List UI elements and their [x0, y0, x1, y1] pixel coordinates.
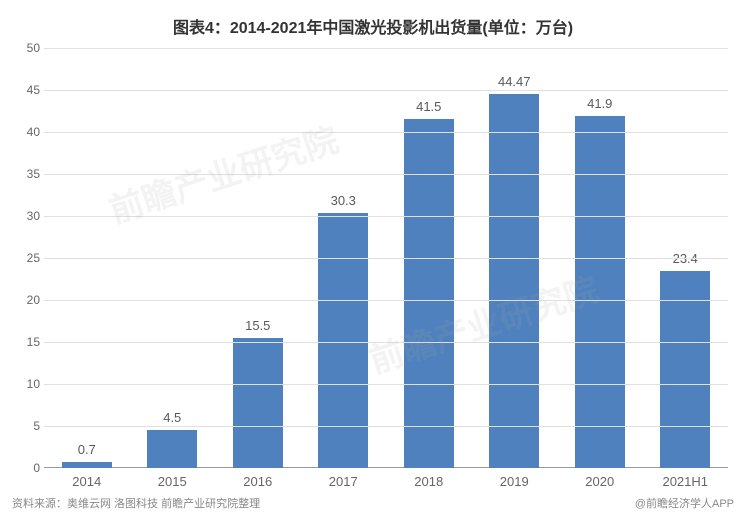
gridline: [44, 342, 728, 343]
bar-value-label: 41.5: [416, 99, 441, 114]
y-tick-label: 30: [12, 209, 40, 223]
y-tick-label: 10: [12, 377, 40, 391]
gridline: [44, 216, 728, 217]
x-tick-label: 2020: [557, 474, 643, 489]
y-tick-label: 50: [12, 41, 40, 55]
x-tick-label: 2019: [472, 474, 558, 489]
bar: 4.5: [147, 430, 197, 468]
y-tick-label: 40: [12, 125, 40, 139]
chart-title: 图表4：2014-2021年中国激光投影机出货量(单位：万台): [0, 0, 746, 48]
bar: 0.7: [62, 462, 112, 468]
source-text: 资料来源：奥维云网 洛图科技 前瞻产业研究院整理: [12, 495, 260, 511]
y-tick-label: 20: [12, 293, 40, 307]
gridline: [44, 174, 728, 175]
bar: 15.5: [233, 338, 283, 468]
y-tick-label: 5: [12, 419, 40, 433]
x-axis: 20142015201620172018201920202021H1: [44, 468, 728, 489]
bar-value-label: 30.3: [331, 193, 356, 208]
bar-value-label: 15.5: [245, 318, 270, 333]
y-tick-label: 35: [12, 167, 40, 181]
gridline: [44, 384, 728, 385]
y-tick-label: 15: [12, 335, 40, 349]
x-tick-label: 2018: [386, 474, 472, 489]
gridline: [44, 90, 728, 91]
bar: 44.47: [489, 94, 539, 468]
gridline: [44, 426, 728, 427]
y-axis: 05101520253035404550: [12, 48, 40, 468]
bar: 41.9: [575, 116, 625, 468]
footer: 资料来源：奥维云网 洛图科技 前瞻产业研究院整理 @前瞻经济学人APP: [12, 495, 734, 511]
y-tick-label: 25: [12, 251, 40, 265]
gridline: [44, 258, 728, 259]
bar: 30.3: [318, 213, 368, 468]
bar-value-label: 41.9: [587, 96, 612, 111]
bar-value-label: 4.5: [163, 410, 181, 425]
x-tick-label: 2016: [215, 474, 301, 489]
x-tick-label: 2021H1: [643, 474, 729, 489]
y-tick-label: 0: [12, 461, 40, 475]
gridline: [44, 132, 728, 133]
plot-area: 0.74.515.530.341.544.4741.923.4: [44, 48, 728, 468]
x-tick-label: 2014: [44, 474, 130, 489]
y-tick-label: 45: [12, 83, 40, 97]
gridline: [44, 300, 728, 301]
bar-value-label: 0.7: [78, 442, 96, 457]
x-tick-label: 2015: [130, 474, 216, 489]
x-tick-label: 2017: [301, 474, 387, 489]
bar: 41.5: [404, 119, 454, 468]
bar-value-label: 44.47: [498, 74, 531, 89]
gridline: [44, 48, 728, 49]
chart-area: 05101520253035404550 0.74.515.530.341.54…: [44, 48, 728, 468]
attribution-text: @前瞻经济学人APP: [635, 495, 734, 511]
